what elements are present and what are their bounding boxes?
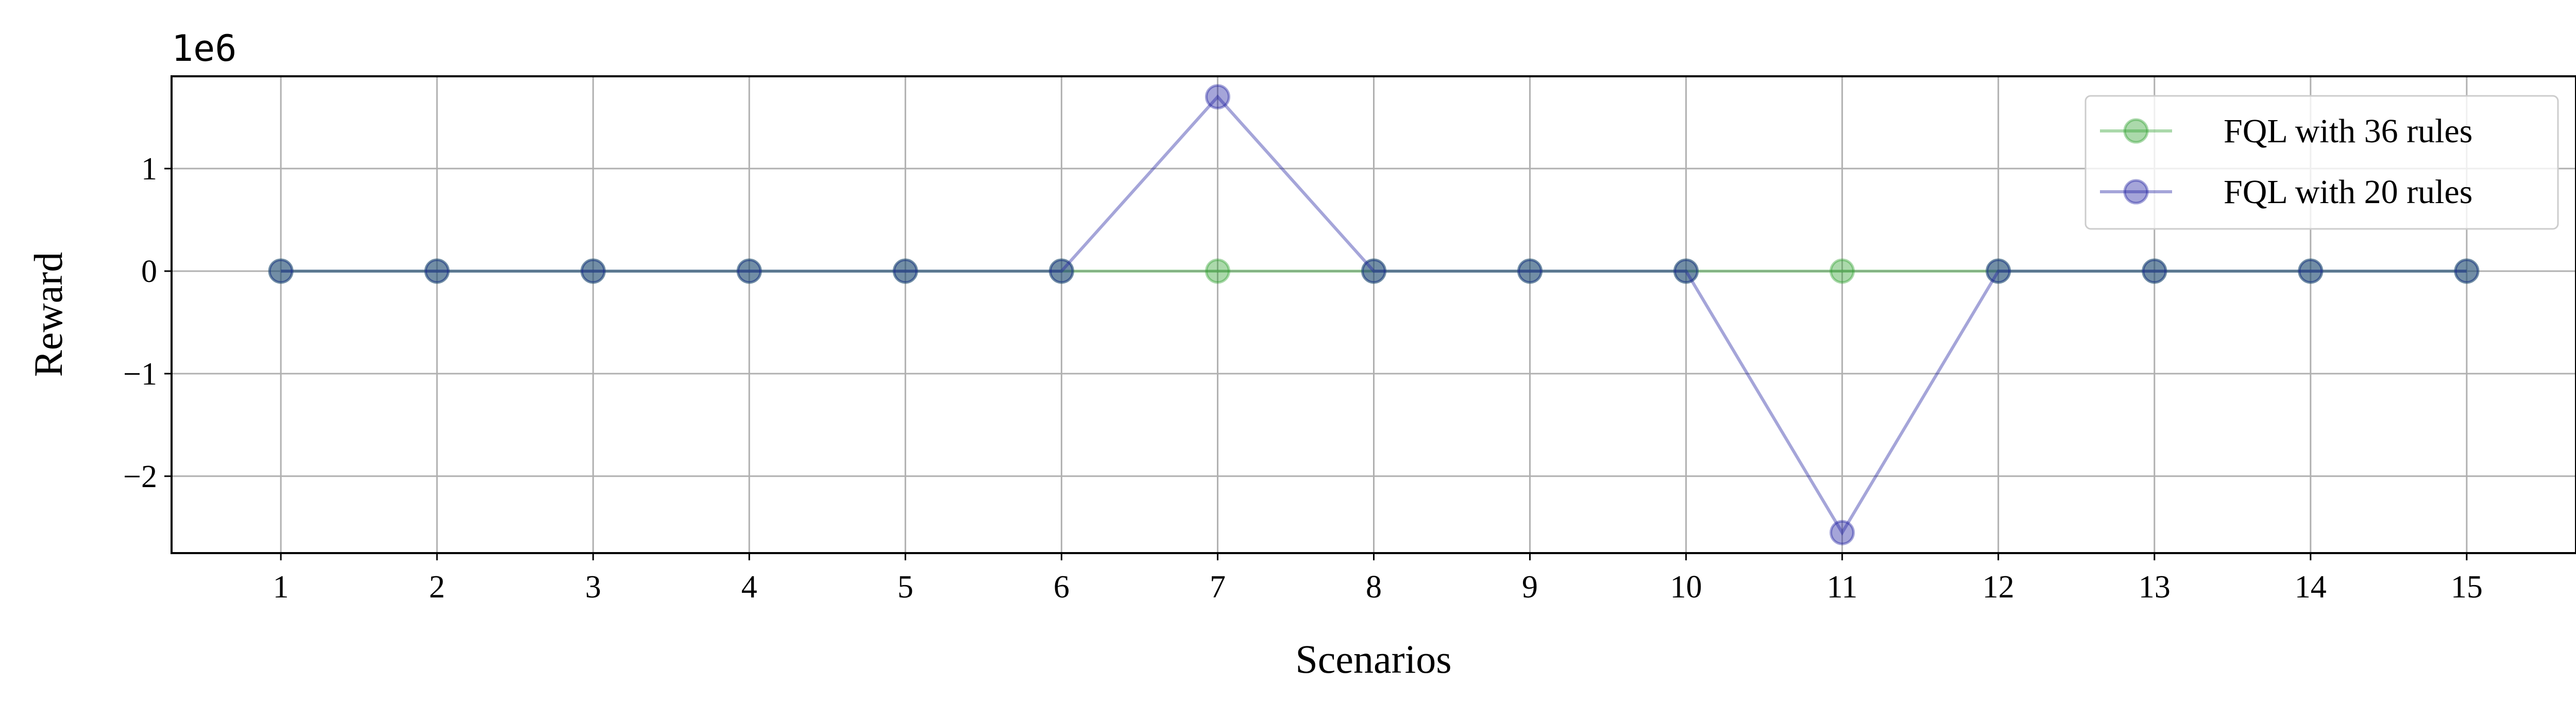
x-axis-label: Scenarios	[1295, 637, 1451, 681]
data-point	[1829, 258, 1855, 284]
x-tick-label: 1	[273, 570, 289, 605]
data-point	[1361, 258, 1386, 284]
x-tick-label: 6	[1054, 570, 1070, 605]
data-point	[1205, 84, 1230, 110]
data-point	[2298, 258, 2324, 284]
x-tick-label: 14	[2295, 570, 2327, 605]
plot-frame	[171, 75, 2576, 554]
x-tick-label: 9	[1522, 570, 1538, 605]
data-point	[1517, 258, 1543, 284]
data-point	[1986, 258, 2011, 284]
y-tick-label: −2	[123, 459, 157, 494]
series-layer	[268, 84, 2480, 545]
series-1	[268, 258, 2480, 284]
data-point	[2454, 258, 2480, 284]
x-tick-label: 12	[1982, 570, 2014, 605]
y-tick-label: 1	[141, 152, 157, 187]
data-point	[2454, 258, 2480, 284]
data-point	[424, 258, 450, 284]
data-point	[424, 258, 450, 284]
legend-label: FQL with 20 rules	[2224, 173, 2472, 211]
data-point	[580, 258, 606, 284]
x-tick-label: 3	[585, 570, 601, 605]
x-tick-label: 2	[429, 570, 445, 605]
data-point	[1829, 520, 1855, 545]
series-2	[268, 84, 2480, 545]
x-tick-label: 5	[897, 570, 913, 605]
data-point	[1048, 258, 1074, 284]
data-point	[736, 258, 762, 284]
legend-item: FQL with 20 rules	[2100, 173, 2472, 211]
data-point	[2298, 258, 2324, 284]
x-tick-label: 4	[741, 570, 757, 605]
data-point	[892, 258, 918, 284]
y-tick-label: −1	[123, 357, 157, 392]
data-point	[1361, 258, 1386, 284]
data-point	[268, 258, 294, 284]
x-tick-label: 15	[2451, 570, 2483, 605]
legend: FQL with 36 rules FQL with 20 rules	[2084, 95, 2559, 230]
x-tick-label: 8	[1366, 570, 1382, 605]
data-point	[892, 258, 918, 284]
series-line	[281, 94, 2467, 536]
grid-lines	[172, 76, 2576, 553]
data-point	[1205, 258, 1230, 284]
x-tick-label: 11	[1827, 570, 1858, 605]
data-point	[1517, 258, 1543, 284]
data-point	[736, 258, 762, 284]
x-tick-label: 7	[1210, 570, 1226, 605]
data-point	[1048, 258, 1074, 284]
y-tick-label: 0	[141, 254, 157, 289]
data-point	[2142, 258, 2167, 284]
legend-marker-swatch	[2123, 118, 2149, 144]
legend-box	[2084, 95, 2559, 230]
data-point	[1986, 258, 2011, 284]
x-tick-label: 13	[2139, 570, 2171, 605]
legend-item: FQL with 36 rules	[2100, 112, 2472, 150]
y-offset-label: 1e6	[172, 27, 236, 70]
y-axis-label: Reward	[26, 252, 71, 377]
data-point	[2142, 258, 2167, 284]
legend-marker-swatch	[2123, 179, 2149, 205]
data-point	[1673, 258, 1699, 284]
legend-label: FQL with 36 rules	[2224, 112, 2472, 150]
data-point	[1673, 258, 1699, 284]
data-point	[268, 258, 294, 284]
data-point	[580, 258, 606, 284]
x-tick-label: 10	[1670, 570, 1702, 605]
